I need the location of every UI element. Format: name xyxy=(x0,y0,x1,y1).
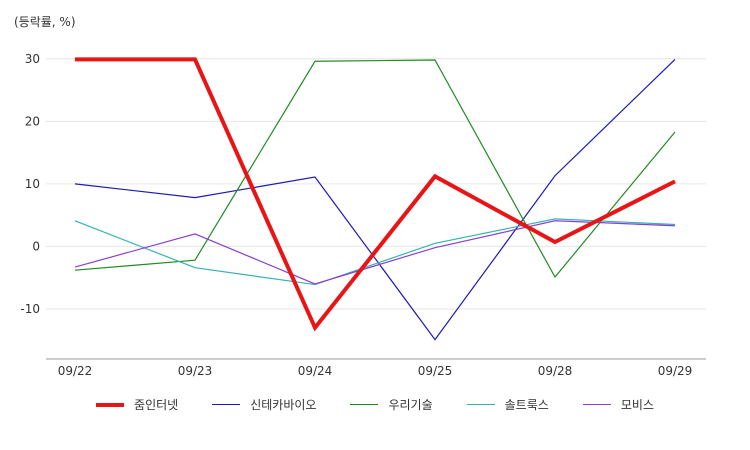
legend-swatch xyxy=(212,404,241,405)
y-tick-label: 30 xyxy=(25,52,40,66)
series-line-3 xyxy=(74,218,676,286)
gridlines xyxy=(46,58,706,310)
x-tick-label: 09/24 xyxy=(298,364,333,378)
legend-label: 우리기술 xyxy=(388,398,433,412)
series-line-1 xyxy=(74,58,676,341)
legend-swatch xyxy=(582,404,611,405)
x-tick-label: 09/22 xyxy=(58,364,93,378)
series-lines xyxy=(74,57,676,341)
y-tick-label: 20 xyxy=(25,114,40,128)
legend-swatch xyxy=(96,402,125,407)
legend-item: 신테카바이오 xyxy=(212,396,316,413)
y-axis: 30 20 10 0 -10 xyxy=(20,52,40,316)
legend-swatch xyxy=(350,404,379,405)
x-tick-label: 09/28 xyxy=(538,364,573,378)
legend-label: 솔트룩스 xyxy=(504,398,549,412)
y-tick-label: 10 xyxy=(25,177,40,191)
y-tick-label: 0 xyxy=(32,239,40,253)
x-axis: 09/22 09/23 09/24 09/25 09/28 09/29 xyxy=(46,358,706,378)
legend-label: 신테카바이오 xyxy=(250,398,317,412)
x-tick-label: 09/23 xyxy=(178,364,213,378)
legend-swatch xyxy=(466,404,495,405)
legend-label: 모비스 xyxy=(620,398,654,412)
y-unit-label: (등락률, %) xyxy=(14,15,76,29)
legend-item: 줌인터넷 xyxy=(96,396,178,413)
legend-item: 모비스 xyxy=(582,396,654,413)
legend-label: 줌인터넷 xyxy=(134,398,179,412)
x-tick-label: 09/29 xyxy=(658,364,693,378)
legend-item: 솔트룩스 xyxy=(466,396,549,413)
series-line-0 xyxy=(75,57,676,332)
series-line-2 xyxy=(74,59,676,279)
legend: 줌인터넷 신테카바이오 우리기술 솔트룩스 모비스 xyxy=(0,396,750,413)
x-tick-label: 09/25 xyxy=(418,364,453,378)
legend-item: 우리기술 xyxy=(350,396,433,413)
series-line-4 xyxy=(74,220,676,285)
y-tick-label: -10 xyxy=(20,302,40,316)
